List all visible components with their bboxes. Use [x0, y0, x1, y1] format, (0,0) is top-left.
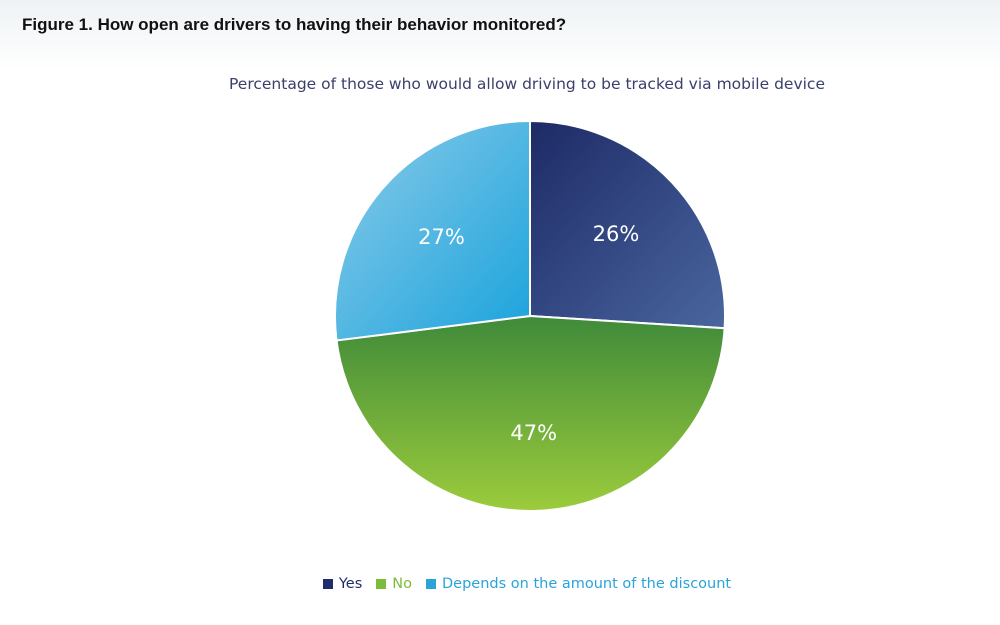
pie-slice-yes	[529, 119, 726, 330]
legend-label-depends: Depends on the amount of the discount	[442, 576, 732, 592]
pie-slice-depends	[334, 119, 531, 342]
pie-slices	[334, 119, 726, 512]
legend-label-yes: Yes	[338, 576, 363, 592]
chart-title: Percentage of those who would allow driv…	[229, 75, 825, 93]
legend-item-depends: Depends on the amount of the discount	[426, 576, 731, 592]
page-background-shade	[0, 0, 1000, 70]
pie-slice-no	[335, 314, 726, 512]
pie-labels: 26% 47% 27%	[418, 222, 639, 445]
legend-swatch-depends	[426, 579, 437, 589]
pie-label-no: 47%	[510, 421, 557, 445]
legend-item-yes: Yes	[322, 576, 363, 592]
legend-item-no: No	[376, 576, 412, 592]
legend-label-no: No	[392, 576, 413, 592]
pie-label-depends: 27%	[418, 225, 465, 249]
legend-swatch-yes	[322, 579, 333, 589]
legend-swatch-no	[376, 579, 387, 589]
legend: Yes No Depends on the amount of the disc…	[0, 576, 1000, 592]
pie-label-yes: 26%	[593, 222, 640, 246]
figure-title: Figure 1. How open are drivers to having…	[22, 15, 567, 34]
